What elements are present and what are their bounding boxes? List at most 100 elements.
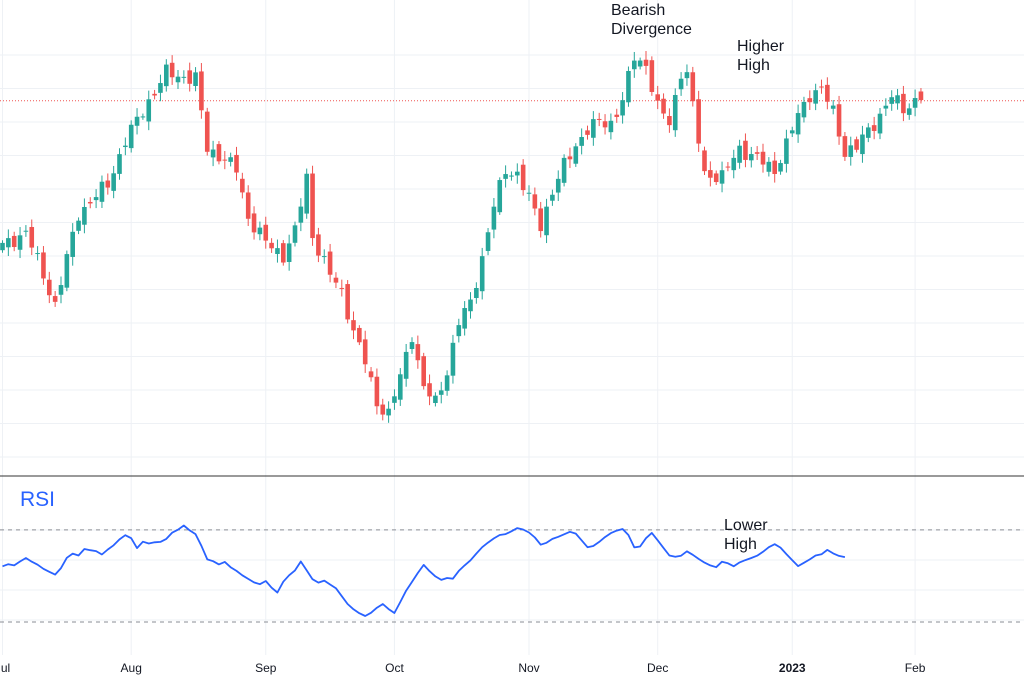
candle-body	[117, 154, 122, 174]
candle-body	[76, 220, 81, 231]
candle-body	[497, 180, 503, 213]
candle-body	[567, 156, 573, 160]
candle-body	[269, 242, 274, 249]
candle-body	[731, 157, 737, 171]
candle	[620, 92, 625, 124]
candle-body	[357, 327, 362, 343]
candle	[275, 239, 280, 263]
candle-body	[321, 256, 327, 258]
candle-body	[684, 72, 690, 79]
candle-body	[199, 71, 204, 111]
candle	[146, 90, 152, 131]
candle	[579, 128, 584, 155]
candle	[362, 330, 368, 373]
candle	[87, 197, 93, 209]
candle	[374, 368, 380, 415]
candle-body	[228, 157, 233, 162]
candle-body	[438, 390, 444, 395]
candle-body	[678, 78, 684, 90]
candle	[134, 108, 140, 135]
candle	[105, 173, 111, 195]
candle-body	[778, 163, 783, 172]
candle-body	[526, 192, 532, 194]
candle	[169, 55, 175, 85]
candle	[795, 104, 801, 143]
candle-body	[187, 70, 192, 84]
candle	[281, 240, 286, 266]
candle-body	[743, 140, 748, 160]
candle-body	[251, 213, 257, 233]
candle-body	[456, 325, 462, 337]
candle	[731, 149, 737, 179]
candle	[421, 352, 426, 390]
candle-body	[632, 60, 637, 70]
candle	[234, 146, 239, 181]
candle-body	[807, 98, 813, 103]
candle	[649, 56, 655, 96]
candle-body	[544, 206, 549, 236]
candle-body	[555, 178, 561, 193]
candle-body	[327, 251, 333, 275]
candle	[585, 125, 590, 140]
candle-body	[655, 94, 660, 101]
annotation-higher-high: Higher High	[737, 38, 785, 74]
candle	[222, 151, 228, 170]
candle	[719, 161, 725, 193]
candle	[29, 219, 35, 256]
candle	[889, 90, 894, 111]
candle-body	[339, 287, 345, 289]
candle-body	[275, 248, 280, 255]
candle	[245, 185, 251, 226]
candle-body	[749, 154, 754, 161]
candle-body	[754, 152, 760, 154]
annotation-line: High	[724, 536, 757, 553]
candle	[269, 238, 274, 253]
candle-body	[427, 383, 432, 397]
candle	[509, 171, 514, 181]
candle	[0, 240, 5, 253]
candle-body	[64, 254, 70, 288]
candle-body	[561, 157, 567, 183]
candle	[906, 103, 912, 120]
candle	[883, 98, 889, 117]
candle	[567, 147, 573, 169]
candle-body	[41, 252, 46, 279]
candle	[111, 165, 116, 199]
candle	[47, 271, 52, 304]
candle-body	[316, 234, 321, 256]
candle	[216, 141, 222, 165]
candle-body	[520, 164, 526, 191]
candle	[848, 136, 854, 166]
candle	[778, 159, 783, 175]
candle	[772, 152, 777, 183]
candle	[497, 177, 503, 215]
candle-body	[877, 113, 883, 134]
candle	[684, 64, 690, 86]
candle	[70, 223, 75, 266]
candle	[433, 392, 438, 407]
candle-body	[181, 76, 187, 78]
candle	[123, 137, 128, 156]
candle-body	[450, 342, 456, 376]
candle-body	[245, 192, 251, 219]
candle-body	[421, 356, 426, 387]
candle	[23, 225, 29, 237]
candle-body	[479, 256, 485, 292]
candle	[339, 279, 345, 297]
candle	[854, 136, 859, 153]
candle	[128, 120, 134, 153]
candle-body	[263, 224, 269, 241]
candle-body	[286, 243, 292, 262]
candle	[164, 59, 169, 92]
candle	[538, 201, 543, 238]
candle	[6, 229, 11, 256]
candle-body	[795, 113, 801, 135]
candle-body	[310, 173, 315, 239]
candle	[830, 100, 836, 115]
candle-body	[304, 173, 309, 214]
candle	[286, 234, 292, 271]
candle	[608, 113, 614, 140]
candle	[474, 282, 479, 304]
candle	[754, 146, 760, 160]
candle	[292, 221, 298, 247]
